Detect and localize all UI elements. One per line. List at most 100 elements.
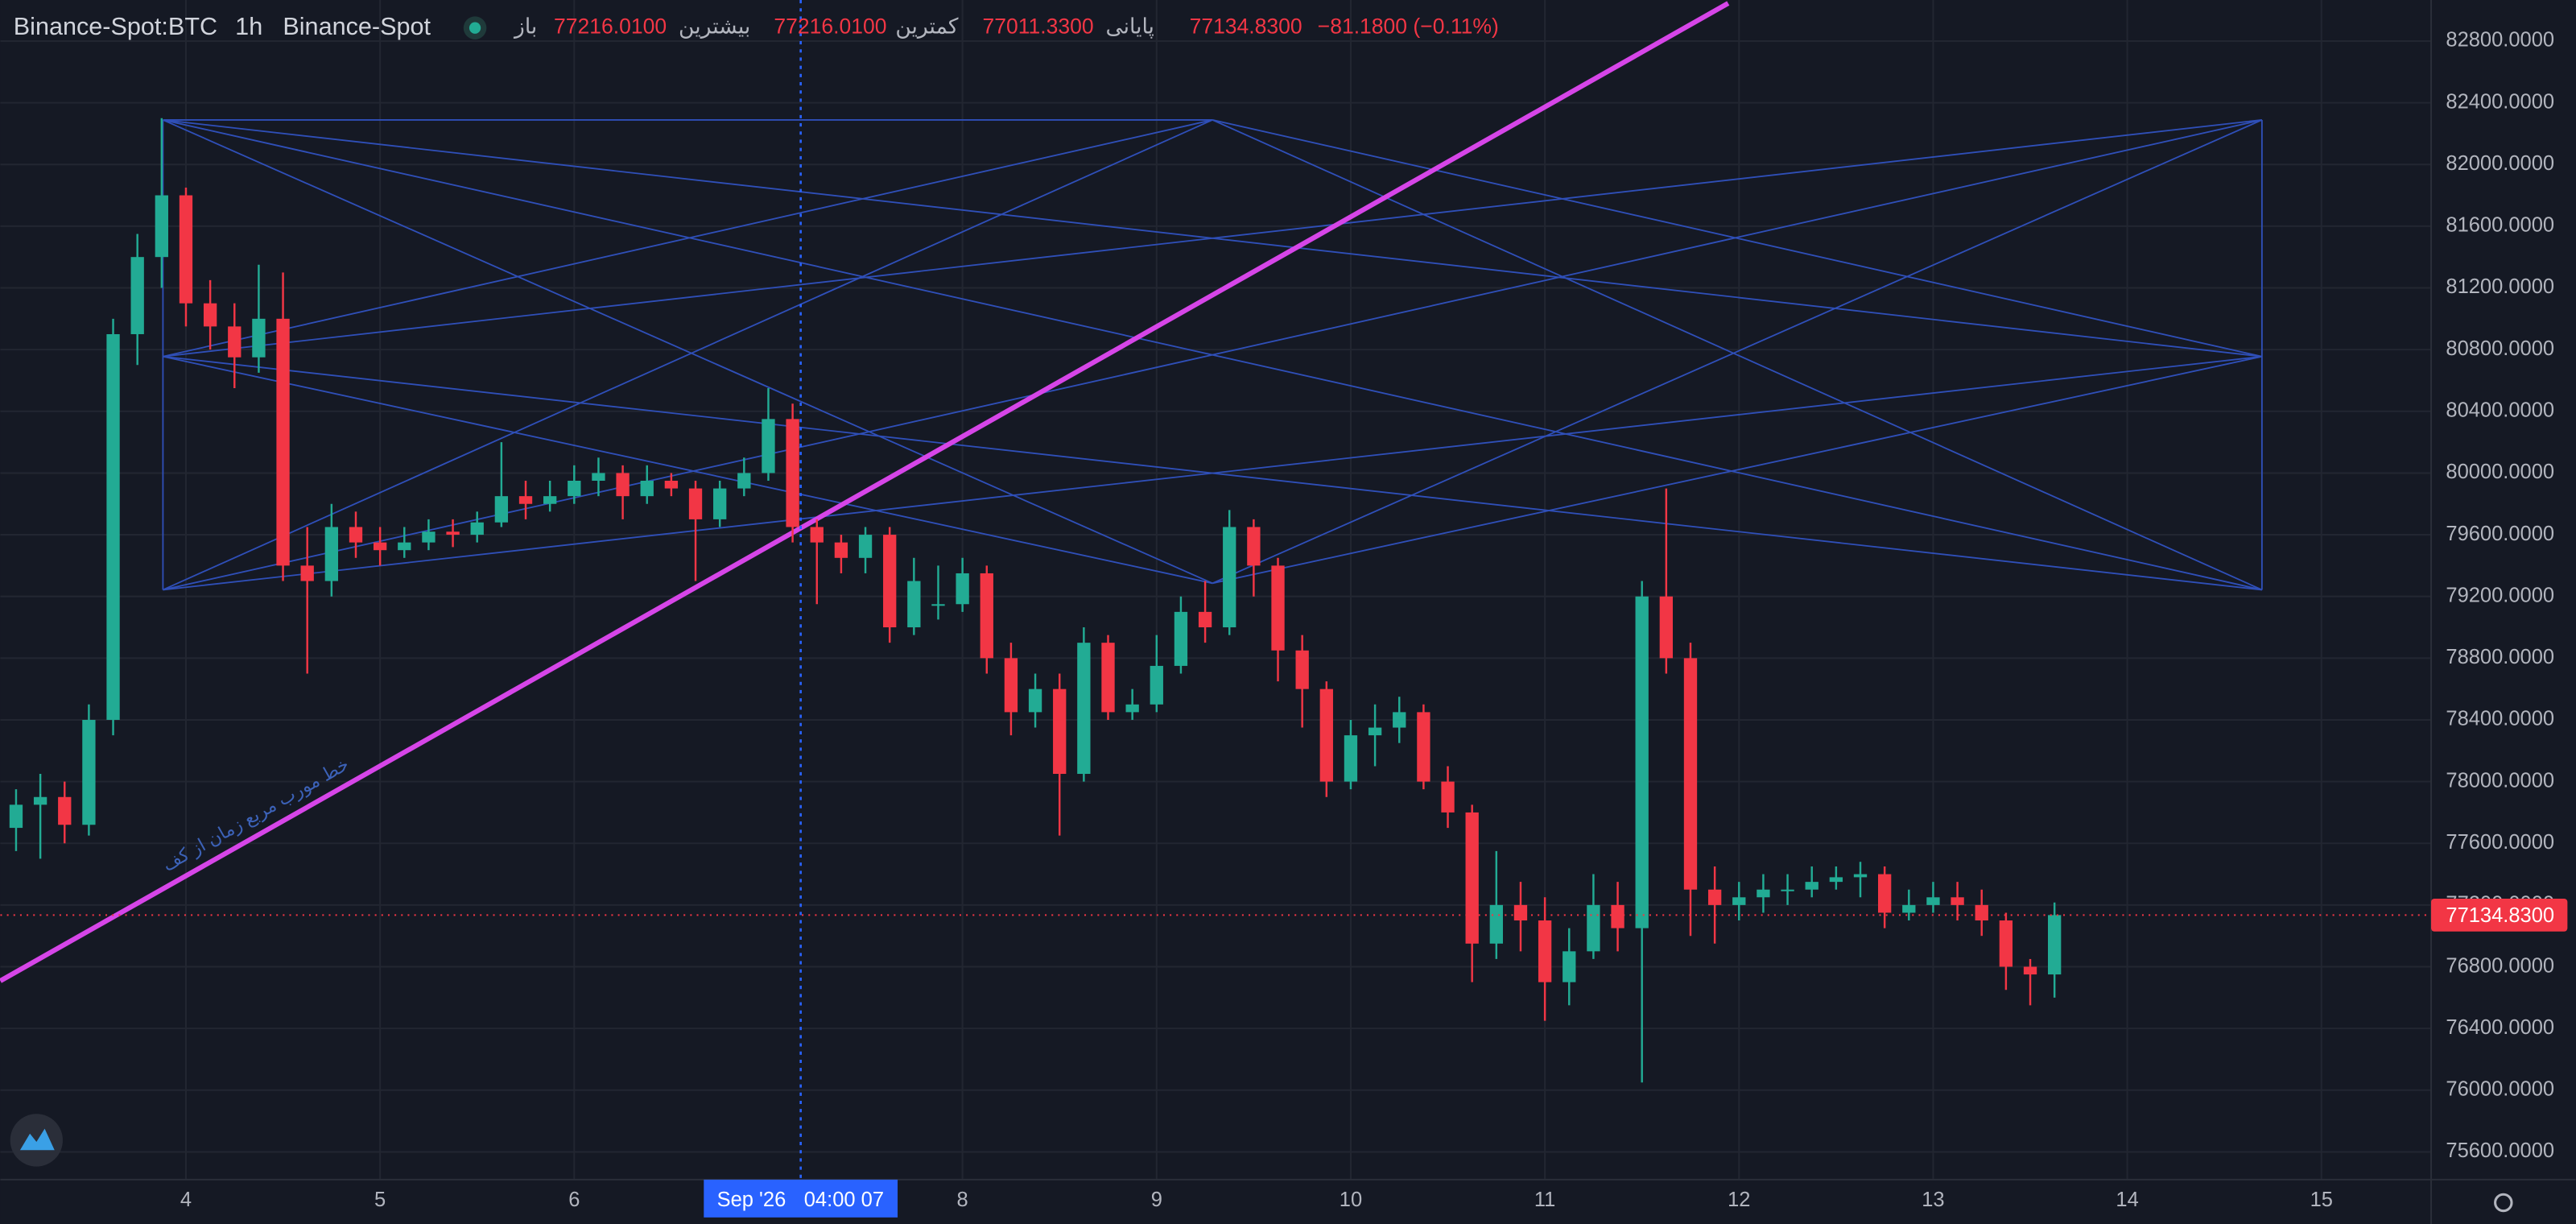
drawing-line [1212, 119, 2263, 358]
candle-body [276, 318, 290, 566]
legend-value: 77134.8300 [1190, 14, 1302, 39]
candle-body [1732, 897, 1746, 905]
candle-body [252, 318, 266, 358]
candle-body [1926, 897, 1940, 905]
legend-label: کمترین [895, 14, 959, 39]
logo[interactable] [10, 1114, 63, 1167]
candle-body [518, 496, 533, 504]
candle-body [713, 488, 727, 519]
candle-body [470, 522, 484, 536]
x-tick-label: 9 [1151, 1189, 1162, 1211]
trend-line [0, 1, 1730, 983]
candle-body [1004, 658, 1018, 713]
legend-label: پایانی [1106, 14, 1154, 39]
drawing-line [163, 119, 1213, 358]
candle-body [9, 804, 23, 829]
candle-body [980, 573, 993, 659]
candle-body [737, 473, 751, 489]
candle-body [907, 581, 921, 628]
candle-body [688, 488, 703, 519]
candle-body [349, 527, 363, 543]
y-tick-label: 81200.0000 [2446, 275, 2554, 298]
candle-body [834, 542, 848, 558]
candle-body [1053, 688, 1067, 775]
exchange: Binance-Spot [283, 13, 431, 40]
candle-body [1707, 889, 1722, 905]
drawing-line [163, 119, 1213, 591]
candle-body [1805, 882, 1818, 890]
y-tick-label: 76000.0000 [2446, 1078, 2554, 1101]
candle-body [762, 419, 775, 473]
candle-body [1368, 727, 1382, 736]
candle-body [810, 527, 824, 543]
legend-value: 77216.0100 [774, 14, 886, 39]
candle-body [1563, 951, 1576, 982]
candle-body [300, 565, 314, 581]
x-tick-label: 13 [1922, 1189, 1944, 1211]
settings-icon[interactable] [2494, 1193, 2513, 1213]
overlay [0, 0, 2432, 1180]
candles [9, 118, 2062, 1083]
y-tick-label: 76800.0000 [2446, 954, 2554, 977]
drawing-line [1212, 355, 2263, 585]
candle-body [1174, 611, 1188, 666]
y-tick-label: 80800.0000 [2446, 337, 2554, 360]
candle-body [82, 719, 96, 825]
candle-body [155, 195, 168, 258]
candle-body [1198, 611, 1212, 628]
grid [0, 0, 2432, 1180]
drawing-line [1212, 119, 2263, 585]
drawing-line [163, 119, 2263, 591]
drawing-line [163, 355, 2262, 591]
candle-body [931, 604, 945, 606]
candle-body [1393, 712, 1406, 728]
candle-body [883, 535, 897, 628]
y-tick-label: 78000.0000 [2446, 769, 2554, 792]
candle-body [640, 481, 654, 497]
x-tick-label: 4 [180, 1189, 192, 1211]
candle-body [858, 535, 873, 558]
candle-body [1344, 735, 1358, 782]
y-tick-label: 82400.0000 [2446, 90, 2554, 113]
x-tick-label: 6 [568, 1189, 580, 1211]
symbol[interactable]: Binance-Spot:BTC [14, 13, 217, 40]
legend-change: −81.1800 (−0.11%) [1318, 14, 1499, 39]
candle-body [1028, 688, 1042, 713]
candle-body [1877, 874, 1892, 913]
candle-body [1319, 688, 1333, 782]
candle-body [1271, 565, 1285, 651]
x-tick-label: 10 [1340, 1189, 1362, 1211]
candle-body [1295, 650, 1309, 689]
candle-body [130, 257, 144, 334]
y-tick-label: 82000.0000 [2446, 152, 2554, 175]
candle-body [1951, 897, 1964, 905]
interval[interactable]: 1h [235, 13, 262, 40]
last-price-box [2431, 898, 2568, 932]
last-price-label: 77134.8300 [2446, 904, 2554, 927]
legend-label: باز [513, 14, 537, 39]
candle-body [1441, 781, 1455, 813]
candle-body [1417, 712, 1430, 782]
candle-body [543, 496, 557, 504]
status-dot [469, 22, 481, 34]
candle-body [2023, 966, 2037, 975]
x-tick-label: 11 [1534, 1189, 1555, 1211]
candle-body [786, 419, 799, 527]
candle-body [1975, 904, 1988, 921]
candle-body [1635, 596, 1649, 928]
candle-body [494, 496, 509, 523]
drawing-lines [162, 119, 2263, 591]
y-tick-label: 78800.0000 [2446, 646, 2554, 668]
candle-body [1077, 643, 1091, 775]
y-tick-label: 81600.0000 [2446, 214, 2554, 237]
y-tick-label: 78400.0000 [2446, 708, 2554, 730]
candle-body [1853, 874, 1868, 878]
candle-body [1125, 704, 1139, 713]
x-tick-label: 15 [2310, 1189, 2333, 1211]
drawing-line [163, 355, 1213, 585]
candle-body [956, 573, 969, 605]
candle-body [568, 481, 581, 497]
y-tick-label: 80000.0000 [2446, 461, 2554, 483]
legend-label: بیشترین [679, 14, 750, 39]
